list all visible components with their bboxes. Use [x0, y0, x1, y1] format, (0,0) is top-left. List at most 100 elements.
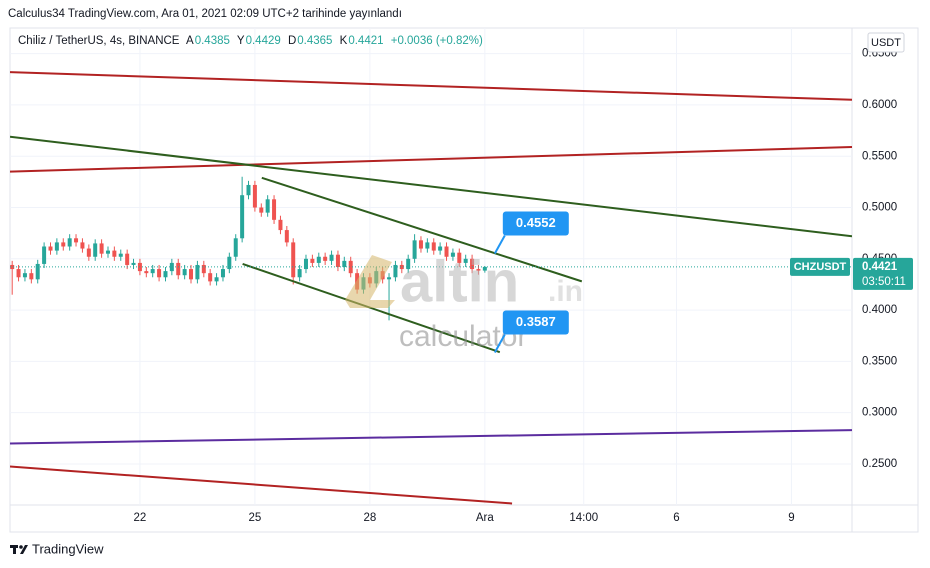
- candle-body: [342, 260, 347, 268]
- candle-body: [240, 195, 245, 239]
- watermark: altin .in calculator: [345, 249, 583, 353]
- candle-body: [16, 269, 21, 278]
- trend-line: [242, 262, 501, 354]
- footer-brand: TradingView: [32, 541, 104, 556]
- annotation-pointer: [493, 333, 506, 353]
- x-tick-label: 6: [673, 512, 679, 524]
- candle-body: [157, 269, 162, 278]
- candle-body: [10, 264, 15, 270]
- candle-body: [144, 271, 149, 274]
- candle-body: [310, 258, 315, 263]
- candle-body: [297, 269, 302, 278]
- ohlc-letter: Y: [236, 35, 245, 47]
- candle-body: [406, 258, 411, 270]
- ohlc-letter: D: [287, 35, 297, 47]
- plot-area: [10, 28, 852, 505]
- watermark-logo: [345, 255, 395, 308]
- candle-body: [93, 243, 98, 257]
- candle-body: [463, 258, 468, 263]
- candle-body: [233, 238, 238, 257]
- candle-body: [323, 256, 328, 261]
- y-tick-label: 0.2500: [862, 458, 897, 470]
- candle-body: [482, 266, 487, 271]
- candle-body: [214, 277, 219, 282]
- trend-line: [10, 135, 852, 238]
- legend: Chiliz / TetherUS, 4s, BINANCE A0.4385 Y…: [18, 35, 487, 47]
- axes: 0.25000.30000.35000.40000.45000.50000.55…: [134, 48, 913, 524]
- price-tag: [853, 257, 913, 290]
- countdown: 03:50:11: [862, 276, 906, 288]
- ohlc-value: 0.4421: [348, 35, 384, 47]
- candle-body: [86, 248, 91, 257]
- candle-body: [201, 264, 206, 274]
- y-tick-label: 0.5500: [862, 150, 897, 162]
- candle-body: [48, 246, 53, 251]
- candle-body: [387, 277, 392, 280]
- candle-body: [278, 219, 283, 231]
- annotation-pointer: [493, 234, 506, 254]
- candle-body: [348, 260, 353, 274]
- annotation-box: [502, 310, 569, 335]
- trend-line: [261, 176, 583, 283]
- ohlc-value: 0.4429: [245, 35, 281, 47]
- candle-body: [195, 264, 200, 280]
- watermark-brand: altin: [400, 249, 519, 314]
- candle-body: [425, 242, 430, 249]
- footer-logo: [10, 545, 28, 554]
- candle-body: [431, 242, 436, 251]
- candle-body: [444, 246, 449, 257]
- candle-body: [61, 242, 66, 247]
- candle-body: [272, 199, 277, 220]
- candle-body: [412, 240, 417, 259]
- candle-body: [54, 242, 59, 251]
- candle-body: [329, 254, 334, 261]
- y-tick-label: 0.6000: [862, 99, 897, 111]
- candle-body: [29, 273, 34, 280]
- candle-body: [316, 256, 321, 263]
- price-label: 0.4421: [862, 261, 898, 273]
- candle-body: [246, 184, 251, 196]
- y-tick-label: 0.3000: [862, 407, 897, 419]
- candle-body: [182, 269, 187, 276]
- candle-body: [22, 273, 27, 278]
- candle-body: [265, 199, 270, 213]
- frame: [9, 27, 919, 533]
- ohlc-value: 0.4365: [297, 35, 333, 47]
- candle-body: [150, 269, 155, 274]
- candle-body: [303, 258, 308, 270]
- candle-body: [418, 240, 423, 249]
- y-tick-label: 0.5000: [862, 202, 897, 214]
- change: +0.0036 (+0.82%): [390, 35, 483, 47]
- candle-body: [189, 269, 194, 280]
- x-tick-label: 25: [248, 512, 261, 524]
- candle-body: [118, 253, 123, 257]
- trend-line: [10, 429, 852, 445]
- candle-body: [163, 271, 168, 278]
- annotation-box: [502, 211, 569, 236]
- candle-body: [291, 242, 296, 278]
- candle-body: [450, 252, 455, 257]
- candle-body: [35, 263, 40, 280]
- candle-body: [125, 253, 130, 265]
- candle-body: [105, 250, 110, 254]
- currency[interactable]: USDT: [871, 37, 901, 49]
- ohlc-letter: A: [186, 35, 194, 47]
- candle-body: [112, 250, 117, 257]
- candle-body: [438, 246, 443, 251]
- candle-body: [99, 243, 104, 254]
- candle-body: [393, 264, 398, 278]
- header: Calculus34 TradingView.com, Ara 01, 2021…: [8, 8, 402, 20]
- candle-body: [220, 269, 225, 278]
- candle-body: [169, 262, 174, 272]
- candle-body: [208, 273, 213, 282]
- currency-box[interactable]: [867, 32, 905, 53]
- candle-body: [252, 184, 257, 208]
- symbol-tag: [790, 257, 850, 276]
- ohlc-letter: K: [339, 35, 348, 47]
- x-tick-label: 22: [134, 512, 147, 524]
- candle-body: [457, 252, 462, 263]
- x-tick-label: 9: [788, 512, 794, 524]
- candle-body: [74, 238, 79, 243]
